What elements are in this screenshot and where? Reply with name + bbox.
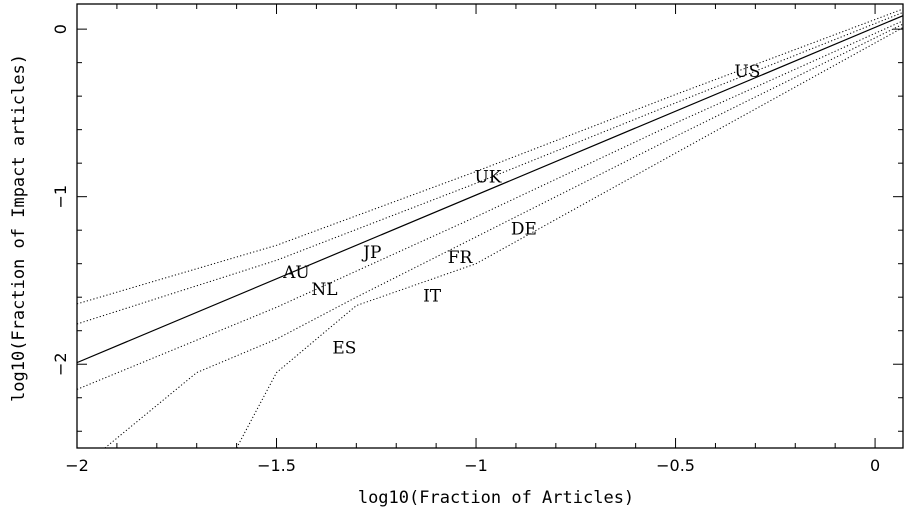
- point-label-es: ES: [332, 338, 356, 358]
- point-label-de: DE: [511, 220, 537, 240]
- y-axis-title: log10(Fraction of Impact articles): [9, 54, 29, 402]
- envelope-line-5: [236, 27, 903, 448]
- x-axis-title: log10(Fraction of Articles): [358, 488, 634, 508]
- x-tick-label: 0: [870, 456, 880, 475]
- envelope-line-2: [77, 11, 903, 325]
- ticks-layer: −2 −1.5 −1 −0.5 0 −2 −1 0: [51, 4, 903, 475]
- y-tick-label: −2: [51, 352, 70, 376]
- point-label-nl: NL: [311, 280, 337, 300]
- x-tick-label: −2: [65, 456, 89, 475]
- envelope-line-1: [77, 8, 903, 305]
- point-label-it: IT: [423, 287, 442, 307]
- x-tick-label: −0.5: [656, 456, 695, 475]
- y-tick-label: 0: [51, 24, 70, 34]
- point-label-fr: FR: [448, 248, 474, 268]
- plot-frame: [76, 3, 904, 449]
- envelope-line-4: [104, 23, 903, 448]
- envelope-line-3: [77, 20, 903, 390]
- lines-layer: [77, 8, 903, 448]
- reference-line: [77, 15, 903, 364]
- point-label-us: US: [734, 62, 760, 82]
- x-tick-label: −1: [464, 456, 488, 475]
- y-tick-label: −1: [51, 185, 70, 209]
- x-tick-label: −1.5: [257, 456, 296, 475]
- point-label-uk: UK: [474, 168, 501, 188]
- point-label-jp: JP: [361, 243, 381, 263]
- point-label-au: AU: [282, 263, 310, 283]
